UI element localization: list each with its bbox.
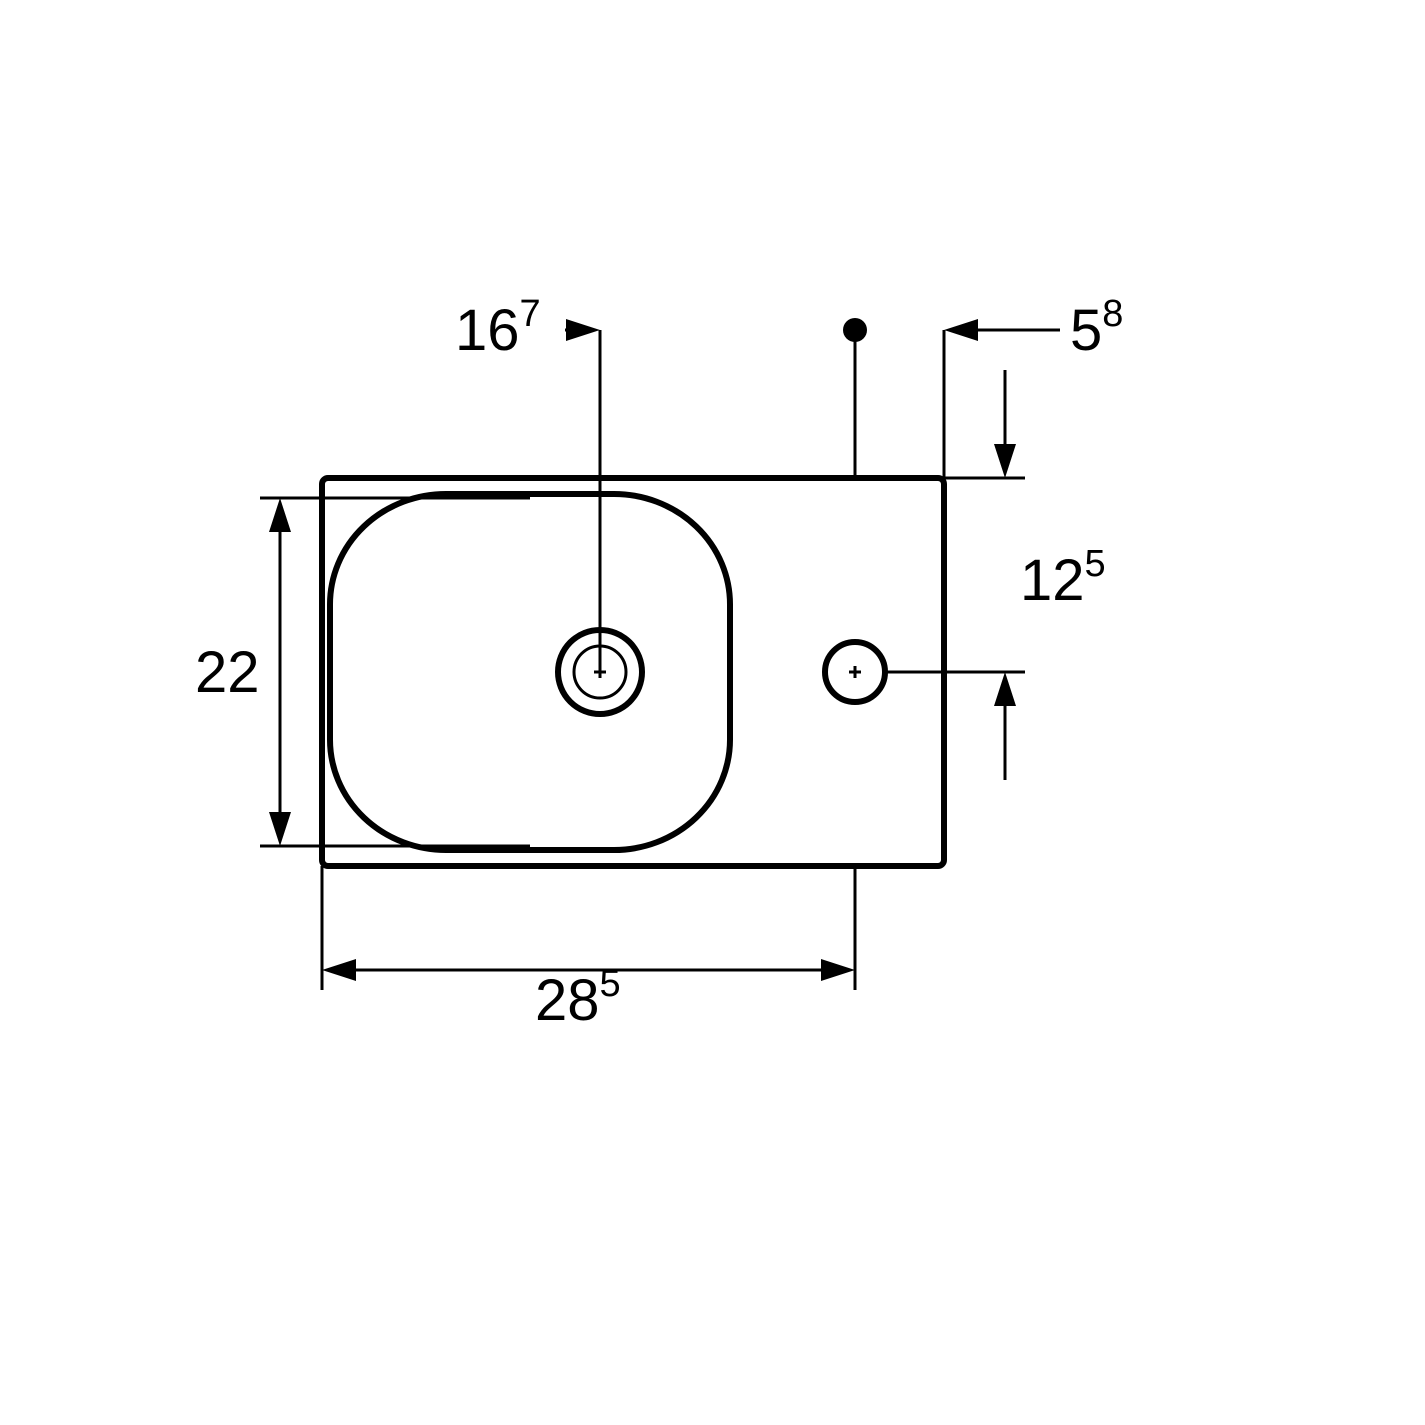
dim-16-7: 167 (455, 293, 541, 363)
dim-22: 22 (195, 640, 260, 705)
dim-12-5: 125 (1020, 543, 1106, 613)
dim-5-8: 58 (1070, 293, 1123, 363)
technical-drawing: 167 58 125 22 285 (0, 0, 1425, 1425)
dim-28-5: 285 (535, 963, 621, 1033)
basin-outline (330, 494, 730, 850)
